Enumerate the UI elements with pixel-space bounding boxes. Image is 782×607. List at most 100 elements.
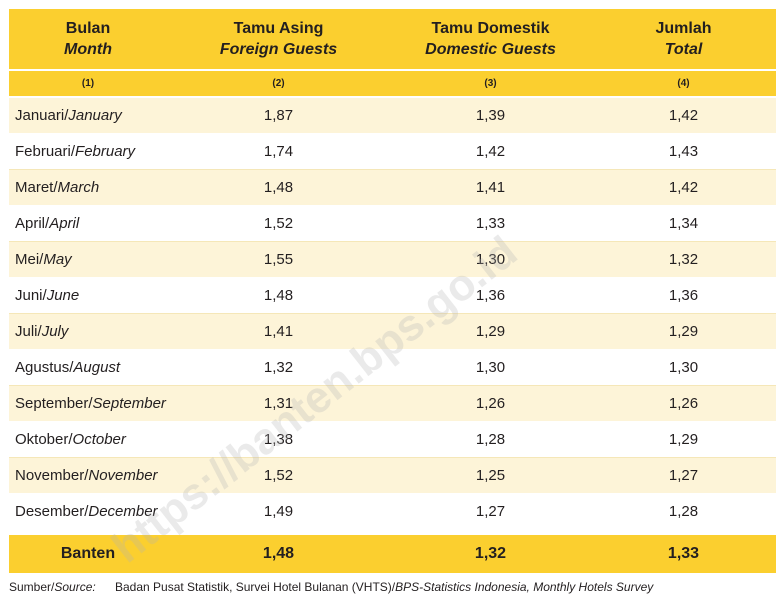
header-month-en: Month [64, 41, 112, 58]
domestic-cell: 1,26 [390, 385, 591, 422]
month-id: Februari/ [15, 143, 76, 160]
source-note: Sumber/Source: Badan Pusat Statistik, Sur… [9, 580, 653, 594]
header-foreign-id: Tamu Asing [233, 20, 324, 37]
total-cell: 1,27 [591, 457, 776, 494]
domestic-cell: 1,41 [390, 169, 591, 206]
header-domestic: Tamu Domestik Domestic Guests [390, 9, 591, 70]
month-id: Maret/ [15, 179, 58, 196]
foreign-cell: 1,49 [167, 493, 390, 533]
table-container: Bulan Month Tamu Asing Foreign Guests Ta… [9, 9, 776, 573]
header-domestic-id: Tamu Domestik [431, 20, 550, 37]
table-row: Juni/June 1,48 1,36 1,36 [9, 277, 776, 314]
month-en: November [88, 467, 158, 484]
source-label-en: Source: [54, 580, 96, 594]
header-total-en: Total [664, 41, 703, 58]
month-cell: Oktober/October [9, 421, 167, 458]
header-domestic-en: Domestic Guests [425, 41, 556, 58]
column-number: (1) [9, 69, 167, 98]
month-en: August [73, 359, 121, 376]
table-row: November/November 1,52 1,25 1,27 [9, 457, 776, 494]
total-cell: 1,26 [591, 385, 776, 422]
total-cell: 1,29 [591, 421, 776, 458]
table-row: Oktober/October 1,38 1,28 1,29 [9, 421, 776, 458]
foreign-cell: 1,87 [167, 97, 390, 134]
domestic-cell: 1,36 [390, 277, 591, 314]
month-cell: Juni/June [9, 277, 167, 314]
month-cell: Maret/March [9, 169, 167, 206]
month-id: Mei/ [15, 251, 44, 268]
header-total: Jumlah Total [591, 9, 776, 70]
foreign-cell: 1,32 [167, 349, 390, 386]
month-id: Juni/ [15, 287, 47, 304]
table-row: Januari/January 1,87 1,39 1,42 [9, 97, 776, 134]
domestic-cell: 1,39 [390, 97, 591, 134]
source-text-id: Badan Pusat Statistik, Survei Hotel Bula… [115, 580, 396, 594]
month-en: July [41, 323, 69, 340]
foreign-cell: 1,48 [167, 169, 390, 206]
month-cell: Agustus/August [9, 349, 167, 386]
month-en: December [88, 503, 158, 520]
table-row: Mei/May 1,55 1,30 1,32 [9, 241, 776, 278]
domestic-cell: 1,29 [390, 313, 591, 350]
foreign-cell: 1,38 [167, 421, 390, 458]
header-foreign-en: Foreign Guests [219, 41, 338, 58]
total-label: Banten [9, 529, 167, 573]
guest-stay-table: Bulan Month Tamu Asing Foreign Guests Ta… [9, 9, 776, 573]
month-id: Desember/ [15, 503, 89, 520]
column-number-row: (1) (2) (3) (4) [9, 69, 776, 98]
table-row: Juli/July 1,41 1,29 1,29 [9, 313, 776, 350]
domestic-cell: 1,28 [390, 421, 591, 458]
domestic-cell: 1,30 [390, 241, 591, 278]
total-cell: 1,30 [591, 349, 776, 386]
table-body: Januari/January 1,87 1,39 1,42 Februari/Febr… [9, 97, 776, 533]
month-cell: November/November [9, 457, 167, 494]
column-number: (3) [390, 69, 591, 98]
header-row: Bulan Month Tamu Asing Foreign Guests Ta… [9, 9, 776, 70]
month-cell: Februari/February [9, 133, 167, 170]
domestic-cell: 1,27 [390, 493, 591, 533]
total-cell: 1,42 [591, 97, 776, 134]
month-cell: Mei/May [9, 241, 167, 278]
total-cell: 1,32 [591, 241, 776, 278]
month-en: February [75, 143, 136, 160]
foreign-cell: 1,55 [167, 241, 390, 278]
domestic-cell: 1,33 [390, 205, 591, 242]
domestic-cell: 1,30 [390, 349, 591, 386]
domestic-cell: 1,42 [390, 133, 591, 170]
total-row: Banten 1,48 1,32 1,33 [9, 529, 776, 573]
foreign-cell: 1,48 [167, 277, 390, 314]
column-number: (4) [591, 69, 776, 98]
table-row: April/April 1,52 1,33 1,34 [9, 205, 776, 242]
header-foreign: Tamu Asing Foreign Guests [167, 9, 390, 70]
foreign-cell: 1,31 [167, 385, 390, 422]
table-row: Agustus/August 1,32 1,30 1,30 [9, 349, 776, 386]
header-month-id: Bulan [65, 20, 111, 37]
month-id: Oktober/ [15, 431, 73, 448]
source-label: Sumber/Source: [9, 580, 115, 594]
total-cell: 1,43 [591, 133, 776, 170]
total-cell: 1,42 [591, 169, 776, 206]
total-total: 1,33 [591, 529, 776, 573]
month-cell: Desember/December [9, 493, 167, 533]
table-row: Maret/March 1,48 1,41 1,42 [9, 169, 776, 206]
month-cell: Juli/July [9, 313, 167, 350]
month-cell: April/April [9, 205, 167, 242]
month-en: January [68, 107, 122, 124]
month-en: April [49, 215, 80, 232]
foreign-cell: 1,41 [167, 313, 390, 350]
month-en: June [46, 287, 80, 304]
month-id: April/ [15, 215, 50, 232]
month-en: May [43, 251, 72, 268]
table-row: Desember/December 1,49 1,27 1,28 [9, 493, 776, 533]
column-number: (2) [167, 69, 390, 98]
foreign-cell: 1,52 [167, 457, 390, 494]
domestic-cell: 1,25 [390, 457, 591, 494]
total-cell: 1,36 [591, 277, 776, 314]
month-id: Agustus/ [15, 359, 74, 376]
month-cell: Januari/January [9, 97, 167, 134]
month-en: September [92, 395, 166, 412]
table-row: September/September 1,31 1,26 1,26 [9, 385, 776, 422]
header-total-id: Jumlah [655, 20, 712, 37]
header-month: Bulan Month [9, 9, 167, 70]
total-domestic: 1,32 [390, 529, 591, 573]
